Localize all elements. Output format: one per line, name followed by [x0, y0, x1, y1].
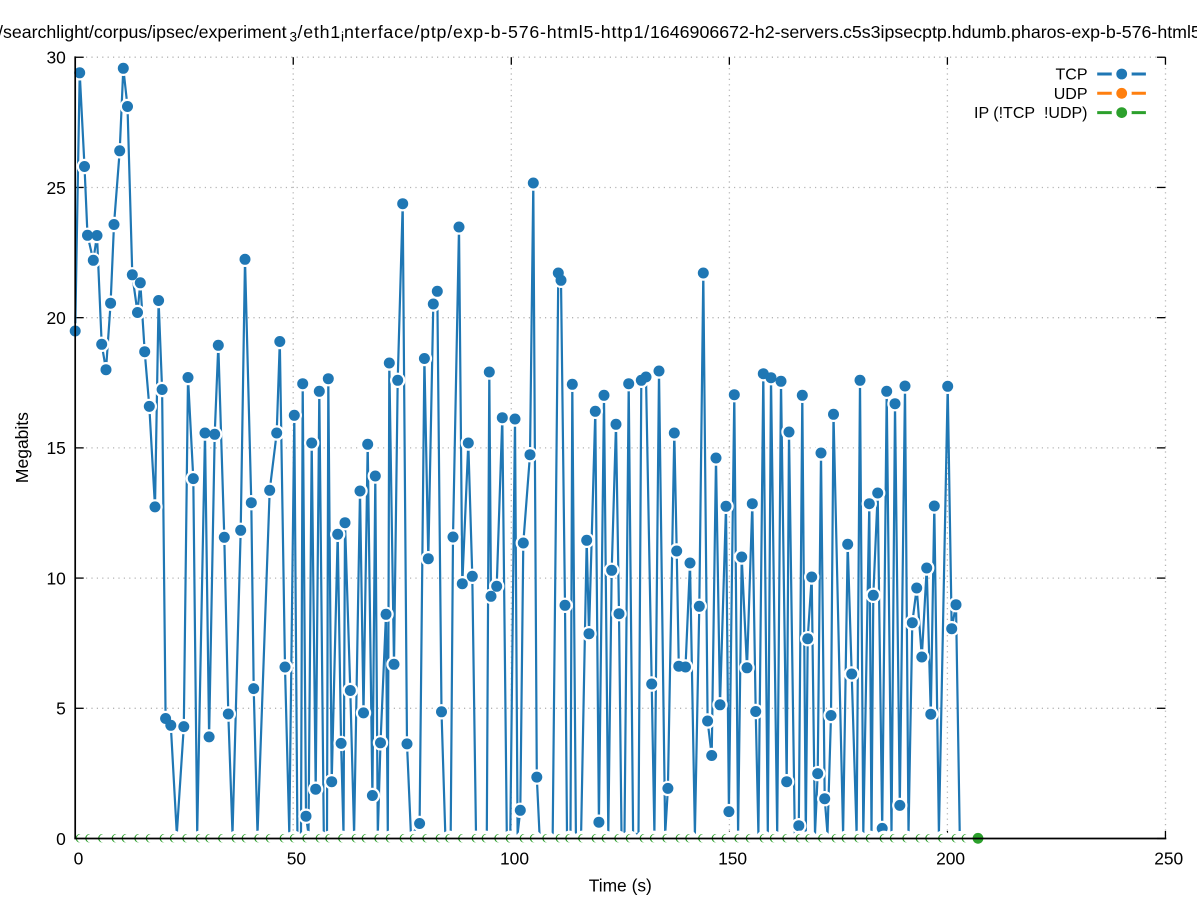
- svg-text:Megabits: Megabits: [12, 412, 32, 483]
- svg-text:TCP: TCP: [1056, 67, 1088, 84]
- svg-text:0: 0: [56, 829, 66, 849]
- svg-text:Time (s): Time (s): [589, 876, 652, 896]
- svg-text:20: 20: [46, 308, 65, 328]
- svg-text:10: 10: [46, 568, 65, 588]
- svg-text:30: 30: [46, 48, 65, 68]
- svg-text:UDP: UDP: [1054, 86, 1088, 103]
- svg-text:IP (!TCP !UDP): IP (!TCP !UDP): [974, 105, 1088, 122]
- svg-text:/searchlight/corpus/ipsec/expe: /searchlight/corpus/ipsec/experiment 3/et…: [0, 22, 1197, 45]
- svg-text:5: 5: [56, 699, 66, 719]
- svg-text:50: 50: [287, 849, 306, 869]
- svg-text:100: 100: [500, 849, 529, 869]
- svg-text:25: 25: [46, 178, 65, 198]
- svg-text:200: 200: [936, 849, 965, 869]
- svg-text:250: 250: [1154, 849, 1183, 869]
- svg-text:0: 0: [74, 849, 84, 869]
- svg-text:150: 150: [718, 849, 747, 869]
- svg-text:15: 15: [46, 438, 65, 458]
